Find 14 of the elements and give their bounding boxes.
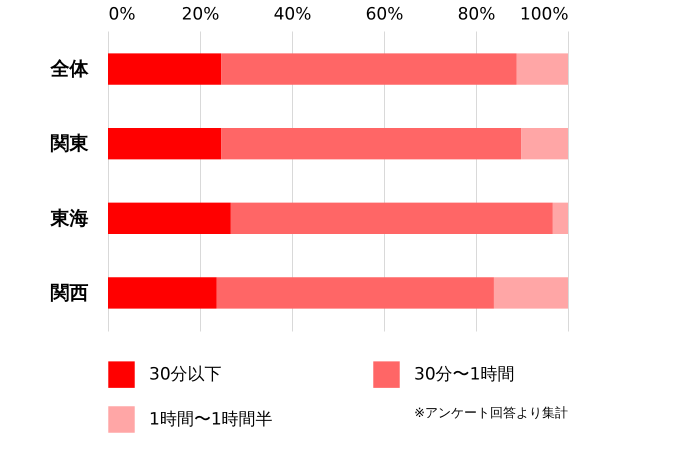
y-tick-label: 全体	[50, 58, 90, 80]
x-tick-label: 0%	[108, 4, 136, 24]
y-tick-label: 関東	[50, 132, 90, 155]
x-tick-label: 80%	[458, 4, 496, 24]
x-tick-label: 40%	[274, 4, 312, 24]
x-tick-label: 100%	[520, 4, 568, 24]
y-tick-label: 関西	[50, 282, 88, 304]
text: ※アンケート回答より集計	[414, 406, 568, 421]
legend-label: 30分以下	[149, 364, 222, 385]
legend-label: 30分〜1時間	[414, 364, 514, 385]
legend-label: 1時間〜1時間半	[149, 410, 273, 430]
x-tick-label: 60%	[366, 4, 404, 24]
x-tick-label: 20%	[182, 4, 220, 24]
y-tick-label: 東海	[50, 207, 88, 230]
